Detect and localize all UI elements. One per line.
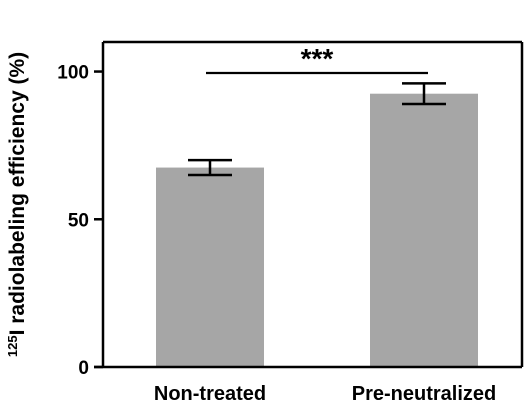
x-tick-label: Non-treated — [154, 383, 266, 405]
bar-pre-neutralized — [370, 93, 478, 368]
bar-non-treated — [156, 167, 264, 367]
bars-layer — [156, 93, 478, 368]
y-axis-label: 125I radiolabeling efficiency (%) — [5, 52, 30, 357]
annotations-layer: *** — [206, 43, 428, 75]
y-axis-label-text: I radiolabeling efficiency (%) — [6, 52, 29, 336]
y-axis-label-superscript: 125 — [5, 335, 20, 357]
error-bars-layer — [188, 82, 446, 177]
y-tick-label: 0 — [78, 358, 89, 379]
ticks-layer: 0 50 100 Non-treated Pre-neutralized — [57, 63, 496, 405]
axes-layer — [94, 40, 524, 369]
y-tick-label: 50 — [68, 210, 89, 231]
significance-label: *** — [301, 43, 334, 74]
y-tick-label: 100 — [57, 63, 89, 84]
x-tick-label: Pre-neutralized — [352, 383, 496, 405]
